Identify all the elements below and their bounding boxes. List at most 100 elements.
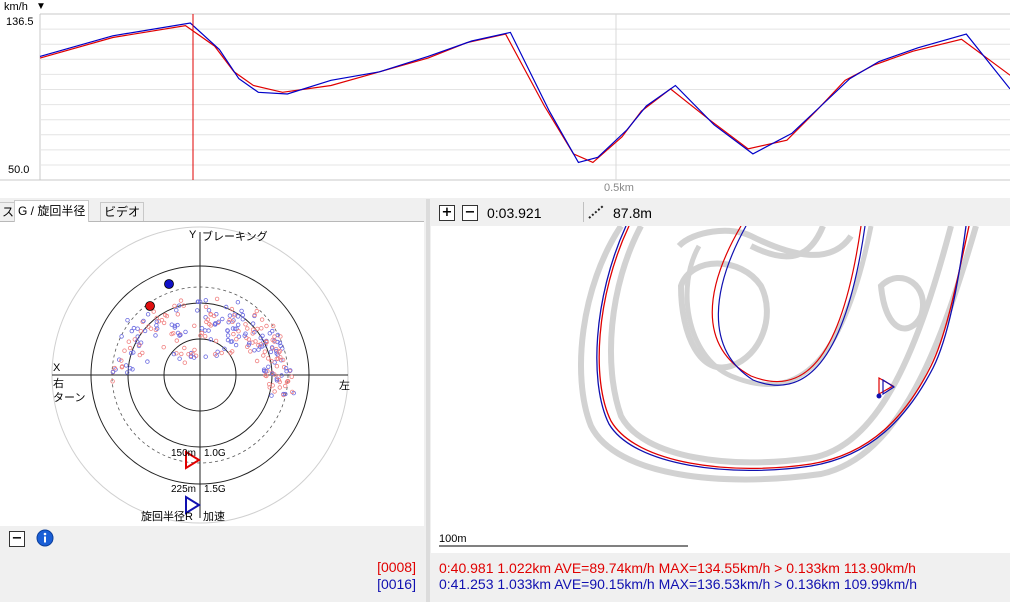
g-sample-point: [112, 365, 117, 371]
g-sample-point: [208, 337, 213, 342]
g-sample-point: [240, 316, 245, 322]
g-sample-point: [250, 331, 255, 336]
g-sample-point: [285, 378, 290, 384]
lap-tag-blue[interactable]: [0016]: [377, 576, 416, 592]
g-sample-point: [179, 351, 184, 357]
g-sample-point: [283, 383, 288, 389]
g-sample-point: [192, 323, 197, 328]
g-sample-point: [230, 326, 236, 331]
g-sample-point: [212, 322, 218, 327]
lap-info-panel: 0:40.981 1.022km AVE=89.74km/h MAX=134.5…: [431, 557, 1010, 602]
g-sample-point: [154, 319, 159, 324]
g-sample-point: [124, 370, 130, 375]
speed-unit-label: km/h: [4, 1, 28, 13]
g-sample-point: [234, 336, 239, 342]
g-sample-point: [233, 342, 239, 348]
g-ring2-radius: 225m: [171, 484, 197, 495]
red-lap-marker-icon: [185, 450, 201, 470]
g-sample-point: [252, 312, 257, 318]
g-sample-point: [277, 385, 282, 390]
map-toolbar: + − 0:03.921 87.8m: [431, 199, 1010, 225]
g-sample-point: [269, 393, 274, 398]
lap-info-red: 0:40.981 1.022km AVE=89.74km/h MAX=134.5…: [439, 560, 916, 576]
g-toolbar: −: [0, 526, 424, 550]
g-circle-plot[interactable]: Y ブレーキング X 右 ターン 左 150m 1.0G 225m 1.5G 旋…: [0, 222, 424, 526]
tab-g-radius[interactable]: G / 旋回半径: [14, 200, 90, 222]
g-sample-point: [119, 358, 124, 363]
g-sample-point: [283, 365, 289, 371]
tab-video[interactable]: ビデオ: [100, 202, 145, 221]
g-sample-point: [236, 334, 242, 339]
g-sample-point: [250, 321, 256, 326]
g-sample-point: [161, 344, 166, 350]
g-sample-point: [288, 368, 293, 373]
g-sample-point: [154, 326, 160, 331]
g-sample-point: [199, 330, 205, 336]
red-speed-series: [39, 24, 1010, 164]
g-sample-point: [176, 303, 182, 308]
g-sample-point: [153, 333, 158, 338]
g-sample-point: [203, 298, 208, 303]
g-sample-point: [264, 339, 269, 344]
speed-plot[interactable]: [0, 0, 1010, 198]
g-sample-point: [259, 317, 265, 322]
g-sample-point: [239, 308, 244, 314]
g-sample-point: [199, 326, 205, 331]
g-sample-point: [246, 337, 252, 342]
chart-series: [39, 22, 1010, 164]
g-sample-point: [229, 339, 235, 344]
g-sample-point: [269, 358, 274, 364]
g-sample-point: [269, 345, 275, 350]
minus-icon[interactable]: −: [9, 531, 25, 547]
g-sample-point: [137, 352, 142, 358]
g-sample-point: [270, 371, 275, 376]
g-sample-point: [231, 313, 237, 318]
g-sample-point: [235, 322, 241, 327]
g-sample-point: [164, 313, 170, 319]
g-sample-point: [226, 319, 231, 325]
g-sample-point: [274, 363, 280, 369]
g-sample-point: [275, 332, 280, 338]
g-braking-label: ブレーキング: [202, 231, 268, 243]
info-icon[interactable]: [36, 529, 54, 547]
g-sample-point: [123, 363, 129, 368]
map-container: + − 0:03.921 87.8m 100m: [431, 199, 1010, 602]
g-sample-point: [264, 323, 269, 329]
g-sample-point: [248, 349, 253, 354]
g-sample-point: [266, 356, 271, 361]
track-map[interactable]: 100m: [431, 226, 1010, 553]
g-sample-point: [216, 319, 221, 324]
g-sample-point: [178, 298, 184, 303]
g-sample-point: [245, 326, 250, 331]
g-circle-svg: [51, 226, 349, 524]
g-sample-point: [171, 351, 177, 357]
g-sample-point: [128, 366, 133, 371]
lap-legend: [0008] [0016]: [0, 553, 424, 602]
g-sample-point: [145, 359, 150, 364]
lap-tag-red[interactable]: [0008]: [377, 559, 416, 575]
g-sample-point: [276, 374, 281, 380]
g-sample-point: [252, 348, 257, 353]
g-sample-point: [119, 334, 124, 339]
red-racing-line: [598, 226, 970, 470]
g-sample-point: [212, 352, 218, 357]
g-sample-point: [213, 338, 219, 344]
g-sample-point: [125, 317, 130, 323]
measure-icon[interactable]: [587, 204, 605, 220]
g-ring1-radius: 150m: [171, 448, 197, 459]
blue-car-dot: [876, 393, 882, 399]
g-sample-point: [177, 356, 182, 361]
g-sample-point: [182, 345, 187, 351]
speed-chart[interactable]: km/h ▼ 136.5 50.0 0.5km: [0, 0, 1010, 198]
zoom-out-icon[interactable]: −: [462, 205, 478, 221]
g-sample-point: [146, 324, 151, 329]
g-sample-point: [268, 349, 274, 355]
g-sample-point: [174, 307, 179, 313]
zoom-in-icon[interactable]: +: [439, 205, 455, 221]
panel-splitter[interactable]: [426, 199, 430, 602]
g-sample-point: [207, 321, 212, 327]
g-sample-point: [231, 331, 236, 337]
g-radius-label: 旋回半径R: [141, 511, 193, 523]
g-sample-point: [261, 353, 266, 358]
unit-dropdown-icon[interactable]: ▼: [36, 1, 46, 12]
